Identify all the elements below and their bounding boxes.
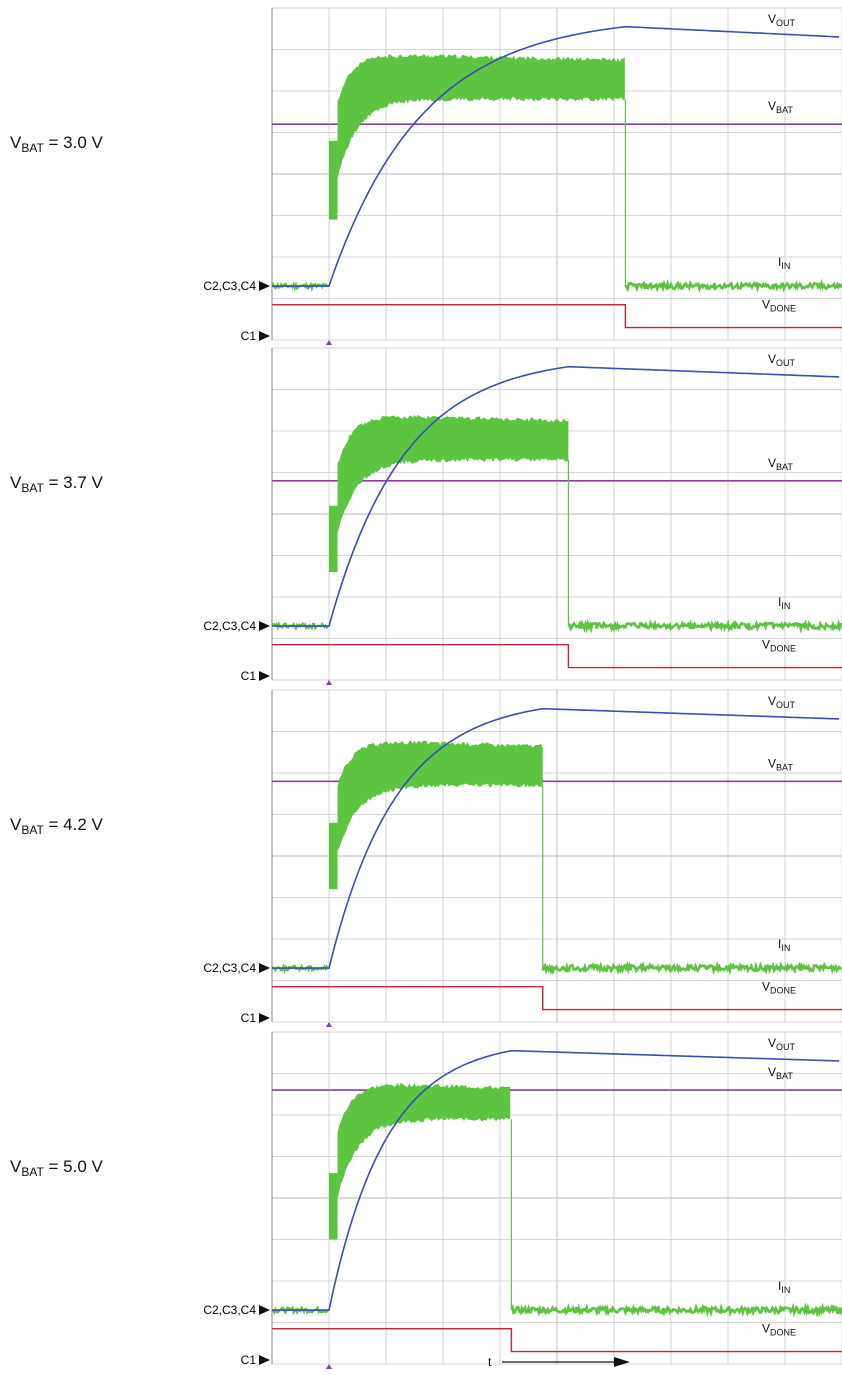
vdone-label: VDONE: [762, 980, 796, 996]
time-axis: t: [488, 1355, 630, 1369]
vdone-trace: [272, 304, 842, 329]
vdone-trace: [272, 644, 842, 669]
channel-arrow-icon: [259, 621, 270, 632]
vbat-label: VBAT: [768, 456, 793, 472]
channel-arrow-icon: [259, 281, 270, 292]
vdone-label: VDONE: [762, 298, 796, 314]
iin-post-segment: [567, 618, 842, 635]
vout-label: VOUT: [768, 1036, 796, 1052]
iin-trace: [271, 740, 842, 976]
iin-pre-segment: [271, 1304, 329, 1316]
scope-grid: [271, 347, 842, 681]
vout-trace: [272, 1049, 840, 1311]
scope-panel: VOUT VBAT IIN VDONE C2,C3,C4 C1 VBAT = 3.7 V: [10, 347, 842, 685]
vout-trace: [272, 25, 840, 287]
iin-switching-band: [337, 740, 543, 852]
channel-arrow-icon: [259, 1305, 270, 1316]
vout-trace: [272, 707, 840, 969]
vbat-label: VBAT: [768, 1065, 793, 1081]
vbat-condition-label: VBAT = 3.0 V: [10, 133, 104, 155]
vbat-condition-label: VBAT = 4.2 V: [10, 815, 104, 837]
iin-label: IIN: [778, 255, 790, 271]
vdone-label: VDONE: [762, 638, 796, 654]
time-arrow-icon: [614, 1357, 630, 1367]
vbat-condition-label: VBAT = 3.7 V: [10, 473, 104, 495]
iin-switching-band: [337, 54, 625, 179]
vdone-trace: [272, 1328, 842, 1353]
vbat-condition-label: VBAT = 5.0 V: [10, 1157, 104, 1179]
scope-grid: [271, 689, 842, 1023]
channel-marker-c234: C2,C3,C4: [203, 1303, 256, 1317]
iin-pre-segment: [271, 962, 329, 975]
trigger-marker: [326, 340, 332, 345]
channel-arrow-icon: [259, 1355, 270, 1365]
channel-marker-c234: C2,C3,C4: [203, 961, 256, 975]
scope-panel: VOUT VBAT IIN VDONE C2,C3,C4 C1 VBAT = 4.2 V: [10, 689, 842, 1027]
channel-marker-c1: C1: [241, 329, 257, 343]
iin-initial-burst: [329, 1173, 338, 1240]
channel-marker-c1: C1: [241, 1353, 257, 1367]
scope-panel: VOUT VBAT IIN VDONE C2,C3,C4 C1 VBAT = 5.0 V: [10, 1031, 842, 1369]
iin-label: IIN: [778, 595, 790, 611]
iin-post-segment: [510, 1302, 842, 1319]
channel-arrow-icon: [259, 963, 270, 974]
iin-initial-burst: [329, 505, 338, 573]
channel-marker-c234: C2,C3,C4: [203, 619, 256, 633]
vout-label: VOUT: [768, 694, 796, 710]
iin-trace: [271, 1082, 842, 1319]
iin-post-segment: [624, 278, 842, 294]
iin-label: IIN: [778, 937, 790, 953]
vout-trace: [272, 365, 840, 627]
iin-switching-band: [337, 414, 569, 533]
time-axis-label: t: [488, 1355, 492, 1369]
vbat-label: VBAT: [768, 756, 793, 772]
channel-marker-c1: C1: [241, 669, 257, 683]
trigger-marker: [326, 1364, 332, 1369]
vout-label: VOUT: [768, 352, 796, 368]
channel-arrow-icon: [259, 671, 270, 681]
iin-initial-burst: [329, 140, 338, 220]
channel-marker-c234: C2,C3,C4: [203, 279, 256, 293]
channel-marker-c1: C1: [241, 1011, 257, 1025]
channel-arrow-icon: [259, 331, 270, 341]
iin-initial-burst: [329, 822, 338, 890]
iin-post-segment: [541, 960, 842, 976]
channel-arrow-icon: [259, 1013, 270, 1023]
vout-label: VOUT: [768, 12, 796, 28]
vdone-trace: [272, 986, 842, 1011]
vdone-label: VDONE: [762, 1322, 796, 1338]
iin-switching-band: [337, 1082, 511, 1199]
vbat-label: VBAT: [768, 99, 793, 115]
iin-label: IIN: [778, 1279, 790, 1295]
trigger-marker: [326, 680, 332, 685]
scope-panel: VOUT VBAT IIN VDONE C2,C3,C4 C1 VBAT = 3.0 V: [10, 7, 842, 345]
trigger-marker: [326, 1022, 332, 1027]
scope-grid: [271, 1031, 842, 1365]
